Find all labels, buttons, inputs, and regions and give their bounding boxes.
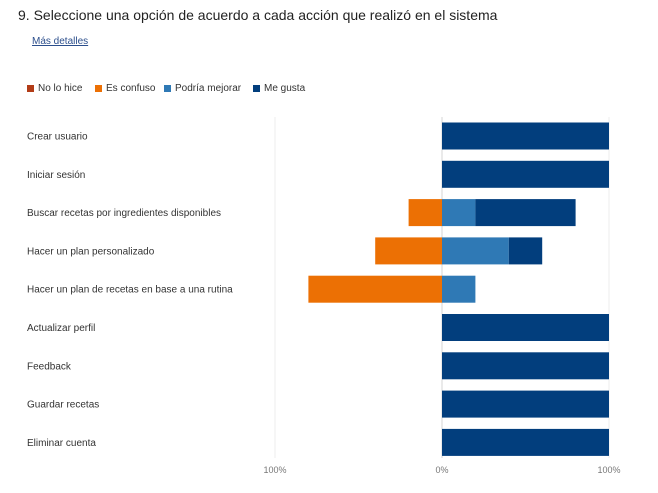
category-label: Guardar recetas bbox=[27, 400, 99, 411]
x-tick-label: 0% bbox=[435, 465, 448, 475]
bar-segment bbox=[308, 275, 442, 303]
category-label: Eliminar cuenta bbox=[27, 438, 96, 449]
legend-swatch bbox=[27, 85, 34, 92]
category-label: Crear usuario bbox=[27, 132, 88, 143]
x-tick-label: 100% bbox=[597, 465, 620, 475]
bar-segment bbox=[508, 237, 543, 265]
category-label: Hacer un plan personalizado bbox=[27, 246, 155, 257]
category-label: Actualizar perfil bbox=[27, 323, 95, 334]
legend-label: Es confuso bbox=[106, 83, 156, 94]
category-label: Hacer un plan de recetas en base a una r… bbox=[27, 285, 233, 296]
bar-segment bbox=[408, 199, 442, 227]
question-title: 9. Seleccione una opción de acuerdo a ca… bbox=[18, 7, 498, 23]
legend-item-podria-mejorar[interactable]: Podría mejorar bbox=[164, 83, 241, 94]
legend-label: Podría mejorar bbox=[175, 83, 242, 94]
bar-segment bbox=[442, 122, 609, 150]
legend-swatch bbox=[253, 85, 260, 92]
bar-segment bbox=[442, 199, 476, 227]
category-label: Feedback bbox=[27, 361, 72, 372]
x-tick-label: 100% bbox=[263, 465, 286, 475]
bar-segment bbox=[375, 237, 442, 265]
category-label: Iniciar sesión bbox=[27, 170, 85, 181]
bar-segment bbox=[442, 160, 609, 188]
legend-label: Me gusta bbox=[264, 83, 306, 94]
bar-segment bbox=[442, 237, 509, 265]
bar-segment bbox=[442, 314, 609, 341]
bar-segment bbox=[442, 390, 609, 418]
more-details-link[interactable]: Más detalles bbox=[32, 36, 89, 47]
bar-segment bbox=[442, 352, 609, 380]
bar-segment bbox=[442, 428, 609, 456]
legend-item-no-lo-hice[interactable]: No lo hice bbox=[27, 83, 82, 94]
category-label: Buscar recetas por ingredientes disponib… bbox=[27, 208, 221, 219]
legend-swatch bbox=[164, 85, 171, 92]
legend-swatch bbox=[95, 85, 102, 92]
legend-label: No lo hice bbox=[38, 83, 83, 94]
bar-segment bbox=[475, 199, 576, 227]
bar-segment bbox=[442, 275, 476, 303]
legend-item-me-gusta[interactable]: Me gusta bbox=[253, 83, 305, 94]
legend-item-es-confuso[interactable]: Es confuso bbox=[95, 83, 155, 94]
